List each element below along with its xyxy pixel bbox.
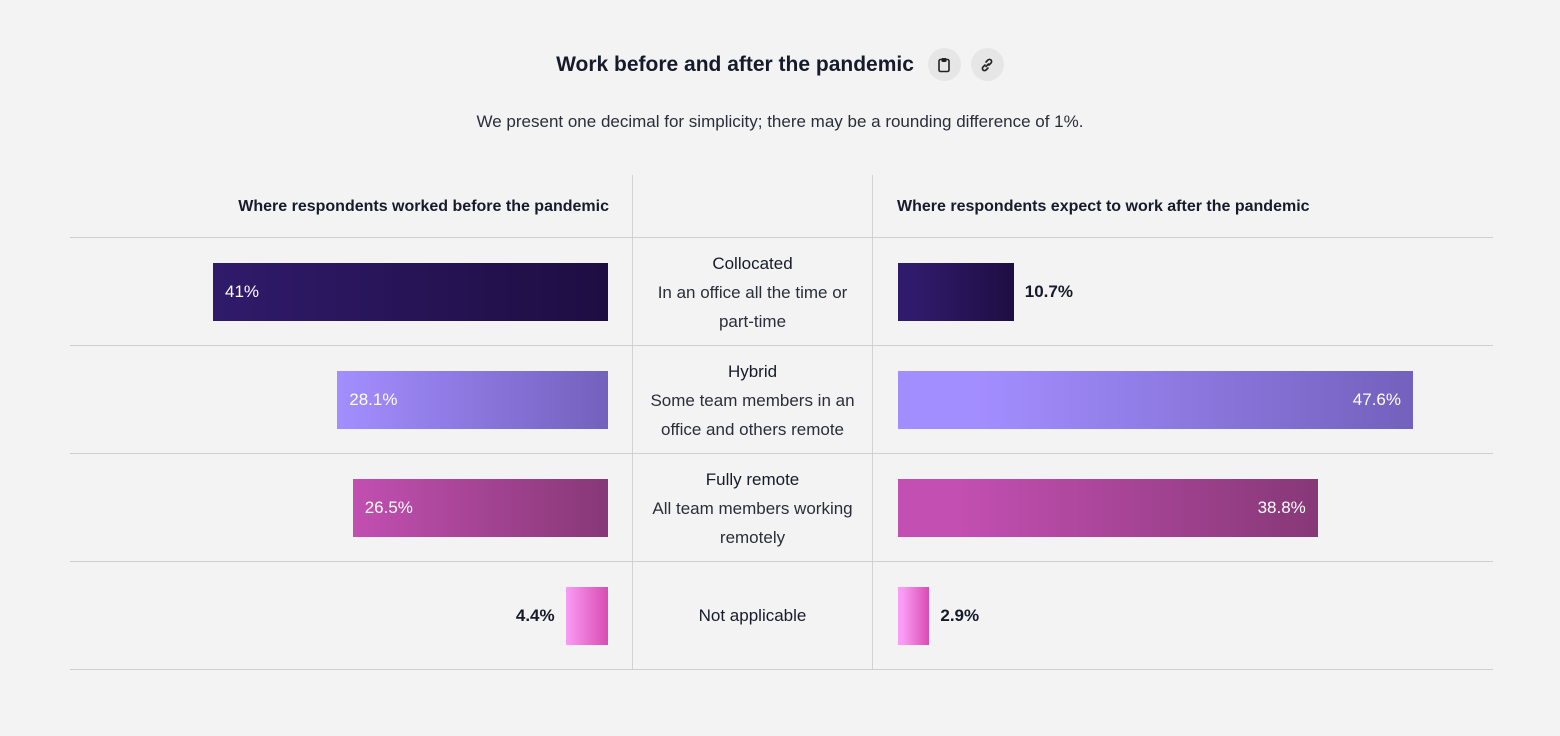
- clipboard-icon: [938, 57, 951, 72]
- divider: [872, 175, 873, 670]
- category-name: Hybrid: [727, 362, 778, 381]
- category-label: Fully remote All team members working rem…: [633, 465, 872, 552]
- link-icon: [982, 58, 993, 71]
- after-bar: 47.6%: [898, 371, 1413, 429]
- divider: [632, 175, 633, 670]
- category-description: All team members working remotely: [652, 499, 853, 547]
- data-label: 4.4%: [515, 606, 555, 625]
- before-bar: 28.1%: [337, 371, 608, 429]
- category-name: Fully remote: [705, 470, 800, 489]
- after-bar: 38.8%: [898, 479, 1318, 537]
- chart-subtitle: We present one decimal for simplicity; t…: [476, 112, 1084, 131]
- chart-title: Work before and after the pandemic: [556, 52, 914, 76]
- category-label: Not applicable: [633, 601, 872, 630]
- data-label: 10.7%: [1024, 282, 1073, 301]
- chart-header: Work before and after the pandemic: [0, 48, 1560, 81]
- category-name: Not applicable: [698, 606, 807, 625]
- category-label: Hybrid Some team members in an office and…: [633, 357, 872, 444]
- after-bar: [898, 587, 930, 645]
- data-label: 38.8%: [1257, 498, 1306, 517]
- before-bar: [565, 587, 608, 645]
- divider: [70, 669, 1493, 670]
- data-label: 47.6%: [1352, 390, 1401, 409]
- copy-button[interactable]: [927, 48, 961, 81]
- divider: [70, 345, 1493, 346]
- divider: [70, 453, 1493, 454]
- divider: [70, 561, 1493, 562]
- data-label: 2.9%: [940, 606, 980, 625]
- data-label: 28.1%: [349, 390, 398, 409]
- column-header-after: Where respondents expect to work after t…: [897, 198, 1310, 215]
- category-description: Some team members in an office and other…: [650, 391, 855, 439]
- column-header-before: Where respondents worked before the pand…: [238, 198, 609, 215]
- link-button[interactable]: [970, 48, 1004, 81]
- data-label: 41%: [225, 282, 260, 301]
- after-bar: [898, 263, 1014, 321]
- data-label: 26.5%: [364, 498, 413, 517]
- category-label: Collocated In an office all the time or p…: [633, 249, 872, 336]
- before-bar: 26.5%: [352, 479, 608, 537]
- before-bar: 41%: [213, 263, 608, 321]
- category-description: In an office all the time or part-time: [657, 283, 848, 331]
- divider: [70, 237, 1493, 238]
- category-name: Collocated: [712, 254, 793, 273]
